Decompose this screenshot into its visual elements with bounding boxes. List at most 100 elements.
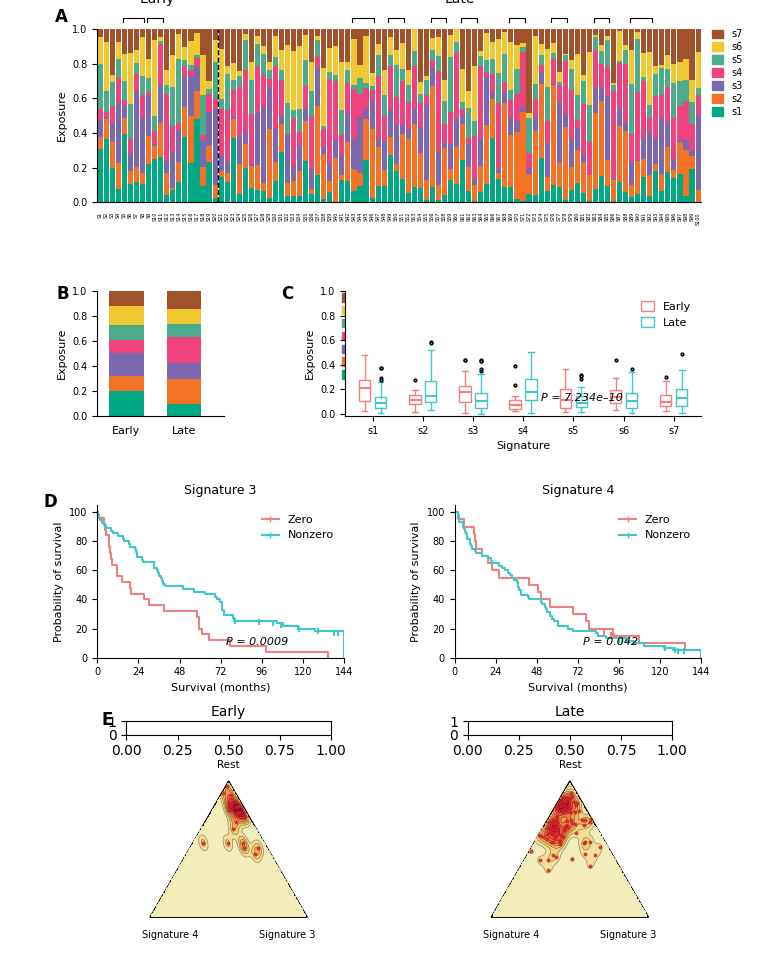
Bar bbox=[689, 80, 695, 102]
Point bbox=[573, 804, 585, 819]
Bar bbox=[140, 37, 145, 76]
Bar bbox=[502, 187, 507, 203]
Bar bbox=[442, 195, 447, 203]
Bar bbox=[224, 75, 230, 109]
Bar bbox=[678, 174, 682, 203]
Bar bbox=[665, 122, 671, 147]
Bar bbox=[128, 29, 133, 54]
Bar bbox=[623, 131, 628, 192]
Point bbox=[571, 796, 583, 811]
Bar bbox=[442, 143, 447, 148]
Bar bbox=[285, 29, 290, 45]
Point bbox=[554, 836, 566, 852]
Bar bbox=[454, 53, 459, 119]
Bar bbox=[140, 95, 145, 118]
Bar bbox=[206, 29, 212, 82]
Point bbox=[547, 815, 559, 830]
Bar bbox=[369, 100, 375, 129]
Bar bbox=[104, 112, 109, 117]
Bar bbox=[237, 29, 241, 71]
Bar bbox=[167, 291, 201, 308]
Bar bbox=[152, 29, 157, 40]
Bar bbox=[689, 124, 695, 151]
Point bbox=[557, 803, 569, 818]
Y-axis label: Exposure: Exposure bbox=[305, 328, 315, 379]
Text: D: D bbox=[43, 492, 57, 511]
Bar bbox=[340, 180, 344, 203]
Point bbox=[238, 809, 250, 825]
Bar bbox=[418, 29, 423, 82]
Bar bbox=[231, 90, 236, 116]
Bar bbox=[623, 63, 628, 123]
Bar bbox=[158, 123, 164, 157]
Bar bbox=[327, 48, 333, 72]
Bar bbox=[327, 180, 333, 192]
Bar bbox=[527, 29, 531, 112]
Bar bbox=[430, 187, 435, 203]
Bar bbox=[195, 65, 199, 91]
Bar bbox=[629, 50, 634, 84]
Bar bbox=[176, 131, 182, 162]
Bar bbox=[255, 44, 260, 65]
Bar bbox=[472, 135, 478, 179]
Point bbox=[223, 803, 235, 818]
Bar bbox=[448, 111, 453, 144]
Point bbox=[555, 799, 567, 814]
Bar bbox=[128, 105, 133, 139]
Bar bbox=[351, 139, 357, 169]
Bar bbox=[557, 85, 562, 103]
Point bbox=[563, 790, 576, 805]
Bar bbox=[641, 177, 647, 203]
Point bbox=[550, 823, 562, 838]
Bar bbox=[448, 180, 453, 203]
Bar bbox=[116, 189, 121, 203]
Point bbox=[559, 801, 571, 816]
Bar bbox=[557, 83, 562, 85]
Bar bbox=[243, 144, 248, 168]
Bar bbox=[213, 61, 217, 99]
Text: Signature 3: Signature 3 bbox=[600, 930, 657, 940]
Bar bbox=[478, 57, 483, 65]
Bar bbox=[593, 50, 598, 87]
Bar bbox=[219, 108, 224, 155]
Bar bbox=[442, 81, 447, 102]
Bar bbox=[104, 117, 109, 119]
Bar bbox=[514, 94, 520, 121]
Text: B: B bbox=[57, 285, 69, 303]
Bar bbox=[393, 29, 399, 50]
Bar bbox=[472, 29, 478, 65]
Bar bbox=[98, 29, 103, 37]
Bar bbox=[538, 84, 544, 158]
Bar bbox=[520, 108, 526, 112]
Bar bbox=[641, 81, 647, 138]
Bar bbox=[171, 187, 175, 190]
Bar bbox=[418, 188, 423, 203]
Bar bbox=[611, 179, 616, 180]
Bar bbox=[116, 29, 121, 42]
Bar bbox=[273, 57, 278, 65]
Bar bbox=[195, 29, 199, 33]
Bar bbox=[315, 36, 320, 39]
Bar bbox=[683, 140, 689, 150]
Bar bbox=[436, 184, 441, 201]
Bar bbox=[490, 74, 495, 93]
Bar bbox=[358, 186, 362, 203]
Bar bbox=[104, 138, 109, 203]
Bar bbox=[696, 95, 700, 115]
Bar bbox=[333, 81, 338, 140]
Text: Late: Late bbox=[445, 0, 474, 6]
Bar bbox=[400, 43, 405, 69]
Bar bbox=[364, 160, 368, 203]
Bar bbox=[671, 179, 676, 203]
Bar bbox=[623, 45, 628, 50]
Point bbox=[553, 794, 566, 809]
Bar bbox=[382, 70, 386, 95]
Bar bbox=[375, 186, 381, 203]
Bar bbox=[527, 195, 531, 203]
Point bbox=[525, 844, 538, 859]
Text: Rest: Rest bbox=[559, 760, 581, 770]
Bar bbox=[659, 65, 664, 68]
Bar bbox=[189, 163, 193, 203]
Bar bbox=[261, 29, 266, 46]
Bar bbox=[533, 29, 538, 36]
